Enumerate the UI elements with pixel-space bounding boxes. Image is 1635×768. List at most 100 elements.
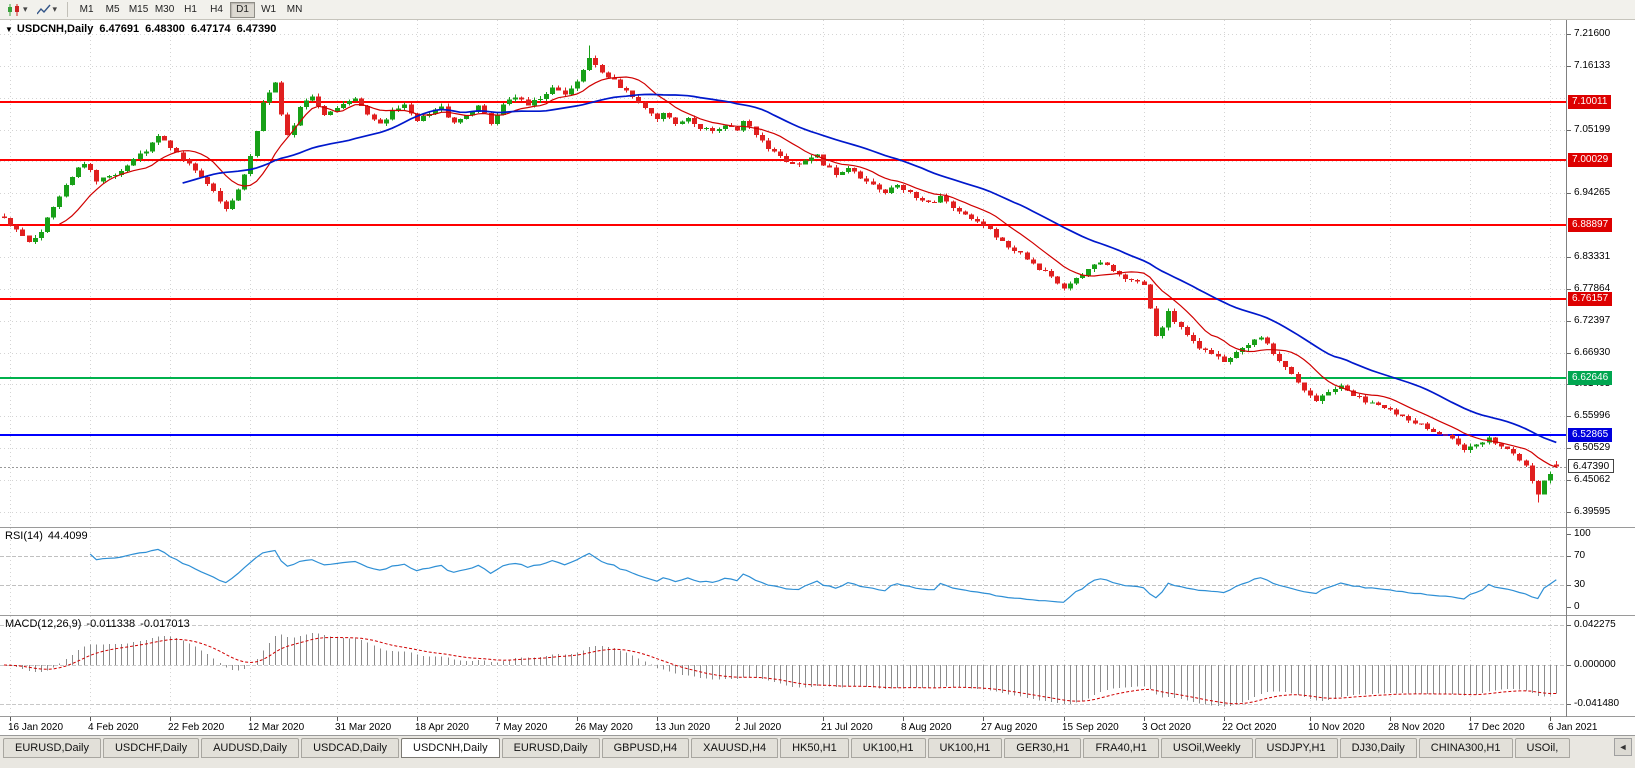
price-tick-label: 6.77864 <box>1574 283 1611 294</box>
date-tick-mark <box>657 717 658 721</box>
chart-tab[interactable]: EURUSD,Daily <box>3 738 101 758</box>
date-axis[interactable]: 16 Jan 2020 4 Feb 2020 22 Feb 2020 12 Mar 2… <box>0 717 1635 735</box>
ohlc-open: 6.47691 <box>99 23 140 35</box>
rsi-label: RSI(14) 44.4099 <box>5 530 93 542</box>
chart-tab[interactable]: GBPUSD,H4 <box>601 738 690 758</box>
chart-type-button[interactable]: ▾ <box>3 1 32 18</box>
rsi-indicator-canvas[interactable] <box>0 528 1566 615</box>
chart-date-axis-border <box>0 716 1635 717</box>
date-tick-mark <box>1470 717 1471 721</box>
rsi-tick-label: 100 <box>1574 528 1591 539</box>
chart-tab[interactable]: CHINA300,H1 <box>1418 738 1513 758</box>
date-label: 4 Feb 2020 <box>88 722 139 733</box>
price-axis[interactable]: 7.21600 7.16133 7.05199 6.94265 6.83331 6.778… <box>1567 20 1635 717</box>
date-tick-mark <box>1064 717 1065 721</box>
axis-tick-mark <box>1567 607 1571 608</box>
date-tick-mark <box>1310 717 1311 721</box>
date-label: 16 Jan 2020 <box>8 722 64 733</box>
axis-tick-mark <box>1567 704 1571 705</box>
date-label: 22 Oct 2020 <box>1222 722 1277 733</box>
chart-tab[interactable]: UK100,H1 <box>927 738 1003 758</box>
chart-template-button[interactable]: ▾ <box>33 1 62 18</box>
axis-tick-mark <box>1567 665 1571 666</box>
timeframe-button-d1[interactable]: D1 <box>230 1 256 18</box>
date-label: 26 May 2020 <box>575 722 633 733</box>
macd-signal-line <box>3 637 1557 705</box>
date-tick-mark <box>737 717 738 721</box>
date-label: 31 Mar 2020 <box>335 722 392 733</box>
price-axis-border <box>1566 20 1567 717</box>
chart-tab[interactable]: FRA40,H1 <box>1083 738 1159 758</box>
timeframe-button-m30[interactable]: M30 <box>152 2 177 18</box>
chart-title: ▼ USDCNH,Daily 6.47691 6.48300 6.47174 6.4739… <box>5 23 276 35</box>
date-label: 2 Jul 2020 <box>735 722 782 733</box>
chart-tab[interactable]: USDCNH,Daily <box>401 738 500 758</box>
ohlc-close: 6.47390 <box>236 23 277 35</box>
timeframe-button-m1[interactable]: M1 <box>74 2 99 18</box>
rsi-value: 44.4099 <box>47 530 88 542</box>
rsi-line <box>89 548 1557 603</box>
axis-tick-mark <box>1567 448 1571 449</box>
date-tick-mark <box>983 717 984 721</box>
chart-tab[interactable]: USOil,Weekly <box>1160 738 1253 758</box>
chart-tab[interactable]: DJ30,Daily <box>1339 738 1417 758</box>
timeframe-button-m15[interactable]: M15 <box>126 2 151 18</box>
dropdown-arrow-icon: ▾ <box>23 4 28 14</box>
date-tick-mark <box>1550 717 1551 721</box>
timeframe-button-w1[interactable]: W1 <box>256 2 281 18</box>
price-tick-label: 6.39595 <box>1574 506 1611 517</box>
rsi-tick-label: 0 <box>1574 601 1580 612</box>
price-level-badge: 6.62646 <box>1568 371 1613 385</box>
date-tick-mark <box>417 717 418 721</box>
axis-tick-mark <box>1567 534 1571 535</box>
date-label: 13 Jun 2020 <box>655 722 711 733</box>
timeframe-button-h1[interactable]: H1 <box>178 2 203 18</box>
date-tick-mark <box>170 717 171 721</box>
toolbar: ▾ ▾ M1 M5 M15 M30 H1 H4 D1 W1 MN <box>0 0 1635 20</box>
ma-fast-line <box>59 76 1557 468</box>
ma-slow-line <box>182 93 1557 444</box>
chart-tab[interactable]: HK50,H1 <box>780 738 849 758</box>
price-tick-label: 7.21600 <box>1574 28 1611 39</box>
chart-tab[interactable]: USDCAD,Daily <box>301 738 400 758</box>
price-level-badge: 6.52865 <box>1568 428 1613 442</box>
chart-tab[interactable]: USDJPY,H1 <box>1254 738 1338 758</box>
macd-indicator-canvas[interactable] <box>0 616 1566 716</box>
pane-separator[interactable] <box>0 527 1635 528</box>
chart-tab[interactable]: USOil, <box>1514 738 1571 758</box>
pane-separator[interactable] <box>0 615 1635 616</box>
price-tick-label: 6.50529 <box>1574 442 1611 453</box>
line-chart-icon <box>36 4 51 14</box>
date-tick-mark <box>1224 717 1225 721</box>
macd-label: MACD(12,26,9) -0.011338 -0.017013 <box>5 618 195 630</box>
rsi-tick-label: 30 <box>1574 579 1586 590</box>
price-tick-label: 6.66930 <box>1574 347 1611 358</box>
chart-tab[interactable]: EURUSD,Daily <box>501 738 600 758</box>
price-tick-label: 6.45062 <box>1574 474 1611 485</box>
date-tick-mark <box>90 717 91 721</box>
timeframe-button-m5[interactable]: M5 <box>100 2 125 18</box>
chart-tab[interactable]: USDCHF,Daily <box>102 738 200 758</box>
chart-tab[interactable]: AUDUSD,Daily <box>201 738 300 758</box>
toolbar-separator <box>67 2 69 17</box>
axis-tick-mark <box>1567 257 1571 258</box>
chart-tab[interactable]: XAUUSD,H4 <box>691 738 779 758</box>
macd-histogram <box>10 632 1557 707</box>
axis-tick-mark <box>1567 66 1571 67</box>
timeframe-button-h4[interactable]: H4 <box>204 2 229 18</box>
price-tick-label: 6.83331 <box>1574 251 1611 262</box>
tab-scroll-left-button[interactable]: ◄ <box>1614 738 1632 756</box>
rsi-tick-label: 70 <box>1574 550 1586 561</box>
timeframe-button-mn[interactable]: MN <box>282 2 307 18</box>
axis-tick-mark <box>1567 193 1571 194</box>
axis-tick-mark <box>1567 585 1571 586</box>
chart-tab[interactable]: GER30,H1 <box>1004 738 1082 758</box>
axis-tick-mark <box>1567 556 1571 557</box>
candlestick-chart-icon <box>8 3 19 16</box>
main-chart-canvas[interactable] <box>0 20 1566 527</box>
chart-menu-icon[interactable]: ▼ <box>5 25 13 34</box>
chart-tab[interactable]: UK100,H1 <box>850 738 926 758</box>
date-label: 17 Dec 2020 <box>1468 722 1525 733</box>
axis-tick-mark <box>1567 34 1571 35</box>
